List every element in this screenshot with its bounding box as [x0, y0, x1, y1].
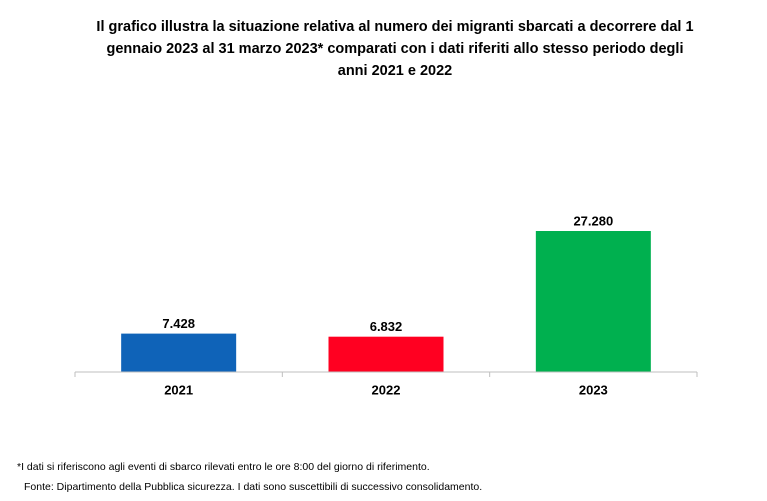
data-label: 27.280 — [573, 213, 613, 228]
bar — [535, 231, 651, 372]
x-tick-label: 2023 — [579, 382, 608, 397]
bar — [328, 336, 444, 372]
bar — [121, 333, 237, 372]
source-note: Fonte: Dipartimento della Pubblica sicur… — [24, 481, 482, 493]
data-label: 7.428 — [162, 316, 195, 331]
x-tick-label: 2021 — [164, 382, 193, 397]
x-tick-label: 2022 — [372, 382, 401, 397]
chart-title: Il grafico illustra la situazione relati… — [96, 19, 693, 35]
data-label: 6.832 — [370, 319, 403, 334]
chart-title: anni 2021 e 2022 — [338, 63, 452, 79]
footnote: *I dati si riferiscono agli eventi di sb… — [17, 461, 430, 473]
chart-title: gennaio 2023 al 31 marzo 2023* comparati… — [107, 41, 684, 57]
